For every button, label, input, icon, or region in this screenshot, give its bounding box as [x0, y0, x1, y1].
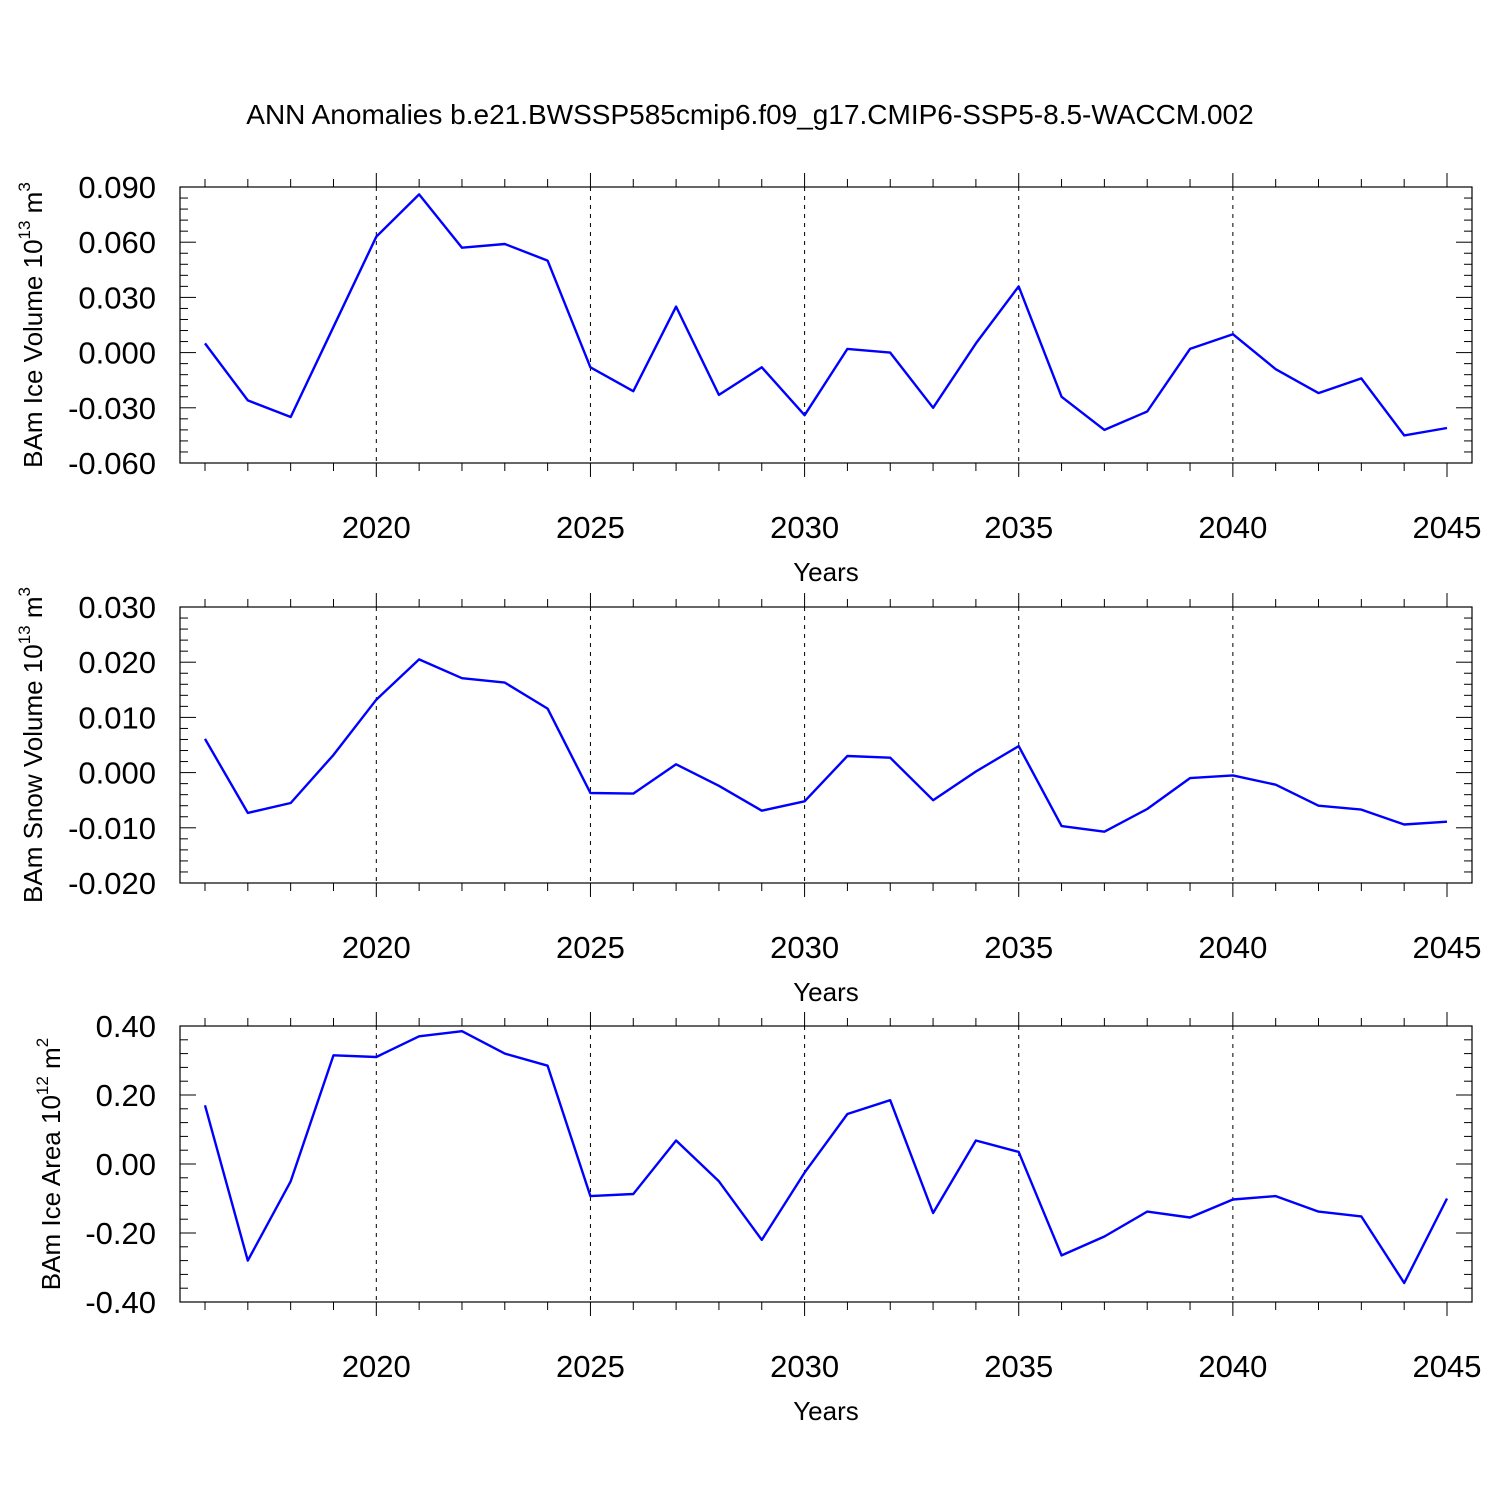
x-tick-label: 2030: [770, 1349, 839, 1384]
y-tick-label: 0.090: [78, 170, 156, 205]
figure-title: ANN Anomalies b.e21.BWSSP585cmip6.f09_g1…: [246, 99, 1253, 130]
y-tick-label: 0.010: [78, 700, 156, 735]
y-tick-label: -0.030: [68, 391, 156, 426]
y-tick-label: -0.20: [85, 1216, 156, 1251]
y-axis-title-unit: m: [18, 192, 48, 221]
x-tick-label: 2025: [556, 510, 625, 545]
x-tick-label: 2020: [342, 1349, 411, 1384]
x-tick-label: 2025: [556, 930, 625, 965]
y-tick-label: 0.000: [78, 756, 156, 791]
y-tick-label: -0.060: [68, 446, 156, 481]
y-axis-title-main: BAm Ice Volume 10: [18, 239, 48, 467]
y-tick-label: 0.060: [78, 225, 156, 260]
x-tick-label: 2045: [1413, 510, 1482, 545]
y-tick-label: 0.030: [78, 280, 156, 315]
x-axis-title: Years: [793, 977, 859, 1007]
y-tick-label: 0.000: [78, 336, 156, 371]
series-line: [203, 658, 1448, 833]
chart-panel-2: 0.030 0.020 0.010 0.000 -0.010 -0.020 2020 2025…: [15, 587, 1481, 1007]
x-tick-label: 2040: [1198, 1349, 1267, 1384]
x-tick-label: 2045: [1413, 930, 1482, 965]
y-tick-label: -0.010: [68, 811, 156, 846]
plot-frame: [179, 186, 1473, 464]
x-tick-label: 2040: [1198, 510, 1267, 545]
x-tick-label: 2020: [342, 510, 411, 545]
chart-panel-1: 0.090 0.060 0.030 0.000 -0.030 -0.060 2020 2025…: [15, 170, 1481, 587]
x-tick-label: 2035: [984, 930, 1053, 965]
y-axis-title-exponent: 13: [15, 221, 34, 240]
y-axis-title-exponent: 12: [33, 1076, 52, 1095]
x-axis-title: Years: [793, 557, 859, 587]
y-tick-label: -0.020: [68, 866, 156, 901]
x-axis-title: Years: [793, 1396, 859, 1426]
plot-frame: [179, 1025, 1473, 1303]
y-tick-label: 0.40: [96, 1009, 156, 1044]
x-tick-label: 2045: [1413, 1349, 1482, 1384]
y-axis-title: BAm Snow Volume 1013 m3: [15, 587, 48, 903]
y-axis-title-main: BAm Snow Volume 10: [18, 644, 48, 903]
y-tick-label: -0.40: [85, 1285, 156, 1320]
y-axis-title-unit-exponent: 2: [33, 1038, 52, 1047]
series-line: [203, 1029, 1449, 1285]
y-tick-label: 0.020: [78, 645, 156, 680]
panels: 0.090 0.060 0.030 0.000 -0.030 -0.060 2020 2025…: [15, 170, 1481, 1426]
x-tick-label: 2035: [984, 1349, 1053, 1384]
y-axis-title-unit: m: [36, 1047, 66, 1076]
x-tick-label: 2030: [770, 510, 839, 545]
series-line: [204, 193, 1448, 437]
y-axis-title-exponent: 13: [15, 625, 34, 644]
x-tick-label: 2030: [770, 930, 839, 965]
chart-panel-3: 0.40 0.20 0.00 -0.20 -0.40 2020 2025 2030 2035 20…: [33, 1009, 1481, 1426]
x-tick-label: 2025: [556, 1349, 625, 1384]
y-axis-title: BAm Ice Volume 1013 m3: [15, 182, 48, 468]
y-tick-label: 0.20: [96, 1078, 156, 1113]
x-tick-label: 2040: [1198, 930, 1267, 965]
y-axis-title-unit: m: [18, 596, 48, 625]
x-tick-label: 2020: [342, 930, 411, 965]
y-axis-title-main: BAm Ice Area 10: [36, 1095, 66, 1290]
plot-frame: [179, 606, 1473, 884]
y-axis-title-unit-exponent: 3: [15, 587, 34, 596]
y-tick-label: 0.030: [78, 590, 156, 625]
x-tick-label: 2035: [984, 510, 1053, 545]
y-axis-title-unit-exponent: 3: [15, 182, 34, 191]
y-axis-title: BAm Ice Area 1012 m2: [33, 1038, 66, 1290]
y-tick-label: 0.00: [96, 1147, 156, 1182]
